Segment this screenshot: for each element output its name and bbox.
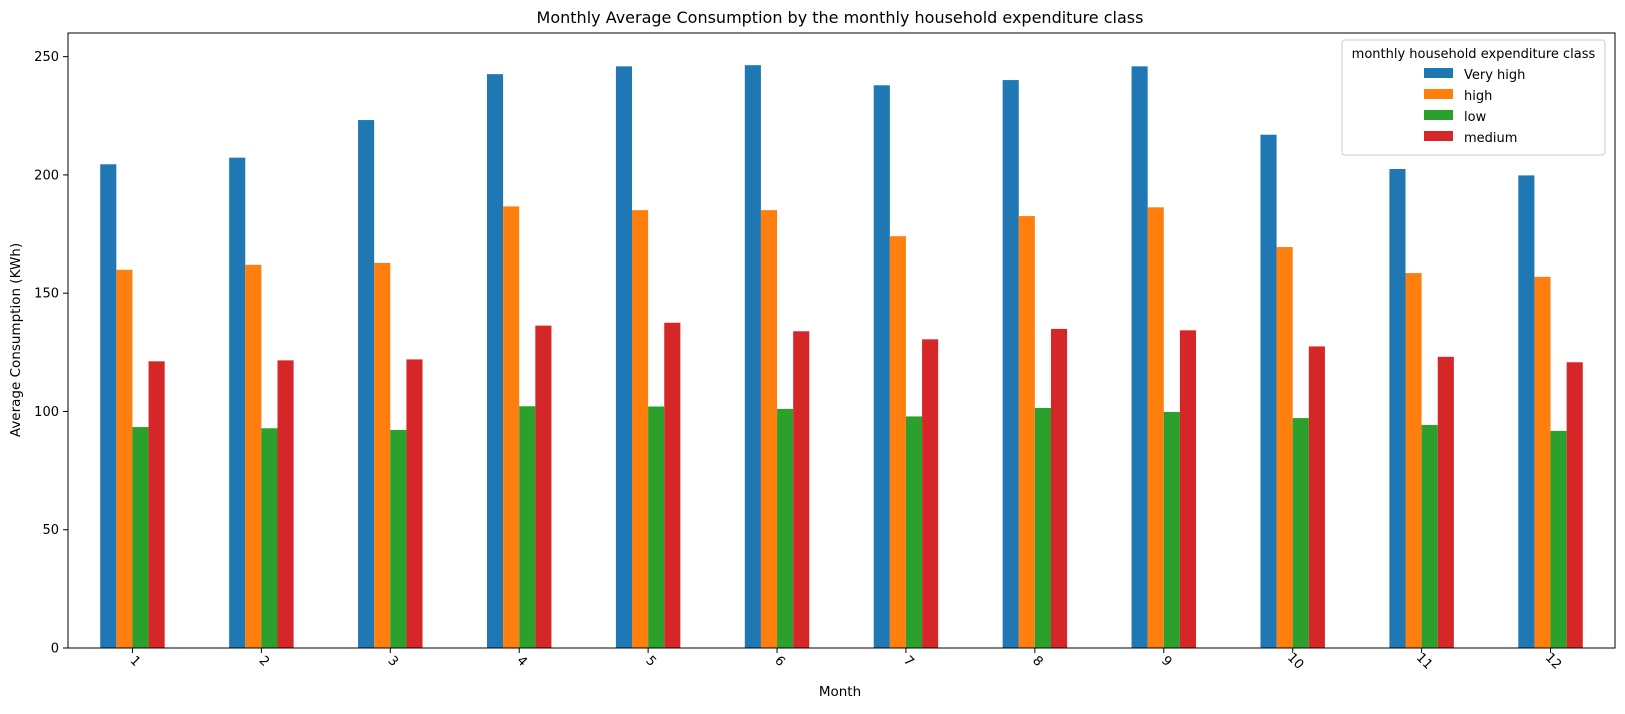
y-tick-label: 200 [34,168,59,183]
x-tick-label: 6 [771,653,787,669]
legend-swatch-low [1424,110,1453,120]
bar-low-month-9 [1163,411,1180,648]
bar-very-high-month-1 [100,164,117,648]
x-tick-label: 9 [1158,653,1174,669]
legend-label-very-high: Very high [1464,68,1525,83]
bar-high-month-8 [1018,216,1035,648]
x-tick-label: 10 [1284,650,1306,672]
x-tick-label: 4 [513,653,529,669]
bar-very-high-month-11 [1389,169,1406,648]
y-tick-label: 0 [51,642,59,657]
bar-medium-month-10 [1308,346,1325,648]
plot-frame [67,32,1616,649]
bar-medium-month-2 [277,360,294,648]
x-tick-label: 5 [642,653,658,669]
legend-swatch-medium [1424,131,1453,141]
bar-high-month-9 [1147,207,1164,648]
bar-high-month-12 [1534,276,1551,648]
bar-low-month-5 [648,406,665,648]
bar-very-high-month-4 [486,74,504,648]
bar-low-month-10 [1292,418,1309,648]
y-tick-label: 50 [42,523,59,538]
x-tick-label: 1 [127,653,143,669]
bar-very-high-month-2 [229,157,246,648]
x-tick-label: 7 [900,653,916,669]
bar-very-high-month-5 [615,66,633,649]
bar-medium-month-11 [1437,356,1454,648]
bar-low-month-3 [390,429,407,648]
bar-low-month-6 [777,408,794,648]
legend-label-high: high [1464,89,1492,104]
bar-low-month-12 [1550,430,1567,648]
bar-very-high-month-9 [1131,66,1148,649]
bar-very-high-month-12 [1518,175,1535,648]
bar-very-high-month-7 [873,85,890,648]
bar-low-month-8 [1034,407,1051,648]
bar-medium-month-5 [664,322,681,648]
x-tick-label: 8 [1029,653,1045,669]
legend-box [1341,39,1606,156]
x-tick-label: 3 [385,653,401,669]
chart-title: Monthly Average Consumption by the month… [537,8,1144,27]
legend: monthly household expenditure class Very … [1341,39,1606,156]
legend-label-low: low [1464,110,1487,125]
y-tick-label: 100 [34,405,59,420]
bar-high-month-1 [116,269,133,648]
legend-swatch-very-high [1424,68,1453,78]
bar-high-month-11 [1405,273,1422,648]
legend-swatch-high [1424,89,1453,99]
bar-low-month-2 [261,428,278,648]
y-axis-title: Average Consumption (KWh) [8,243,24,437]
bar-high-month-4 [503,206,520,648]
bar-medium-month-7 [922,339,939,648]
bar-high-month-7 [889,236,906,648]
bar-high-month-5 [632,210,649,649]
bar-medium-month-4 [535,325,552,648]
bar-medium-month-9 [1179,330,1197,648]
bar-low-month-7 [905,416,923,648]
bar-high-month-3 [374,262,391,648]
bar-very-high-month-3 [358,120,375,649]
bar-medium-month-6 [793,331,810,648]
bar-high-month-10 [1276,247,1293,648]
x-tick-label: 11 [1413,650,1435,672]
y-tick-label: 150 [34,287,59,302]
bar-very-high-month-8 [1002,80,1019,648]
x-axis-title: Month [819,684,861,700]
bar-medium-month-8 [1050,328,1068,648]
x-tick-label: 2 [256,653,272,669]
bar-low-month-4 [519,406,536,648]
legend-label-medium: medium [1464,131,1517,146]
bar-medium-month-1 [148,361,165,648]
y-tick-label: 250 [34,50,59,65]
bar-medium-month-3 [406,359,423,648]
bar-very-high-month-10 [1260,134,1277,648]
x-tick-label: 12 [1542,650,1564,672]
bar-low-month-11 [1421,424,1438,648]
bar-medium-month-12 [1566,362,1583,648]
bar-high-month-2 [245,264,262,648]
bars-layer [100,65,1583,649]
legend-title: monthly household expenditure class [1352,47,1596,62]
bar-high-month-6 [760,210,778,649]
bar-very-high-month-6 [744,65,761,649]
bar-low-month-1 [132,427,149,648]
